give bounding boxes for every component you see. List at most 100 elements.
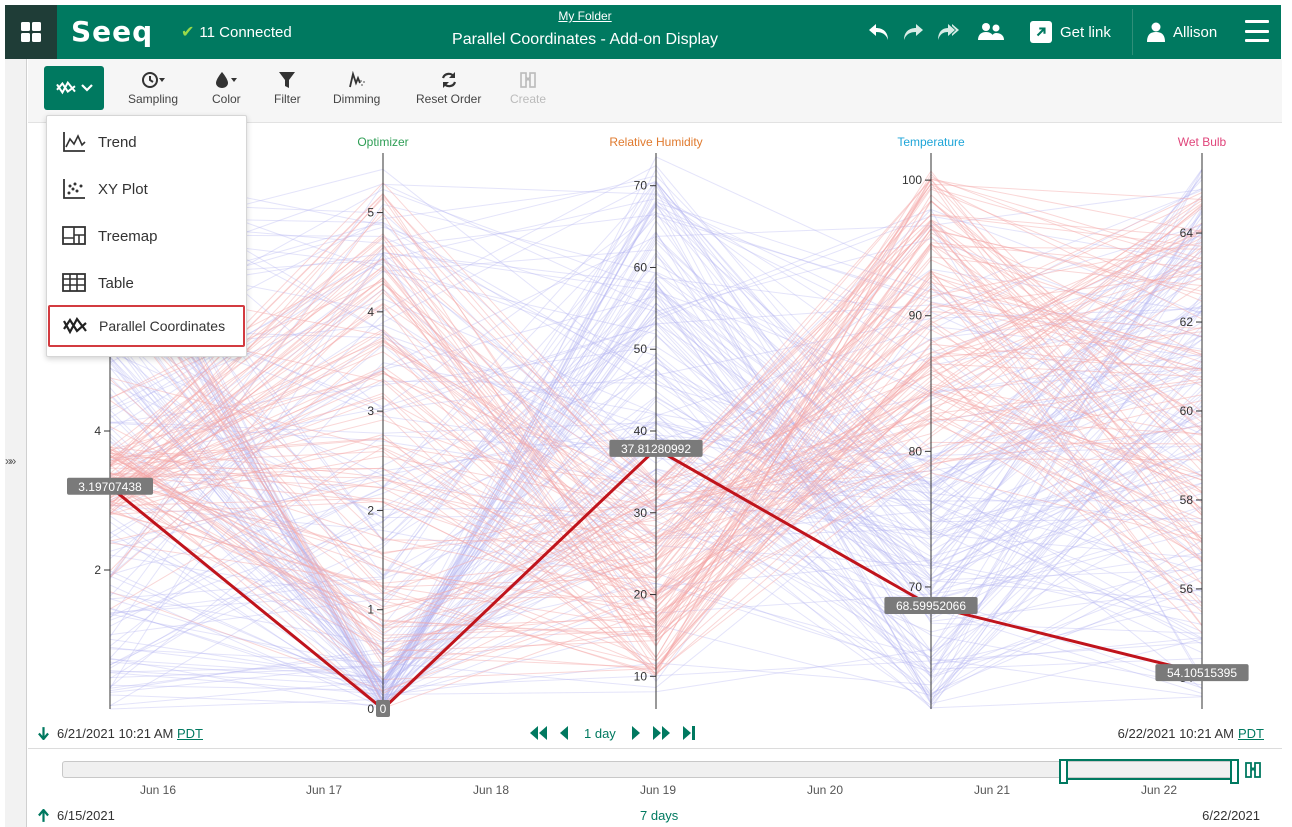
dimming-tool[interactable]: Dimming xyxy=(333,71,380,106)
tick-label: 20 xyxy=(634,588,648,602)
tick-label: 60 xyxy=(634,260,648,274)
app-header: Seeq ✔ 11 Connected My Folder Parallel C… xyxy=(5,5,1281,59)
header-divider xyxy=(1132,9,1133,55)
menu-item-xy-plot[interactable]: XY Plot xyxy=(47,168,246,210)
app-grid-button[interactable] xyxy=(5,5,57,59)
value-tag-label: 3.19707438 xyxy=(78,480,142,494)
menu-item-label: Table xyxy=(98,274,134,292)
parallel-coordinates-icon xyxy=(63,316,87,335)
axis-2: 10 20 30 40 50 60 70 Relative Humidity xyxy=(609,135,703,709)
step-forward-full-icon[interactable] xyxy=(652,724,672,742)
value-tag: 0 xyxy=(376,700,390,717)
step-back-icon[interactable] xyxy=(558,724,570,742)
main-menu-button[interactable] xyxy=(1245,20,1269,42)
overview-tick: Jun 20 xyxy=(806,783,844,797)
tick-label: 30 xyxy=(634,506,648,520)
undo-button[interactable] xyxy=(862,5,896,59)
reset-order-tool[interactable]: Reset Order xyxy=(416,71,481,106)
display-toolbar: Sampling Color Filter Dimming Res xyxy=(28,59,1282,123)
sampling-tool[interactable]: Sampling xyxy=(128,71,178,106)
create-icon xyxy=(520,72,536,88)
dimming-icon xyxy=(348,71,365,88)
overview-duration[interactable]: 7 days xyxy=(640,808,679,823)
tick-label: 40 xyxy=(634,424,648,438)
get-link-button[interactable]: Get link xyxy=(1030,5,1111,59)
overview-end[interactable]: 6/22/2021 xyxy=(1202,808,1260,823)
timezone-link[interactable]: PDT xyxy=(177,726,203,741)
user-name: Allison xyxy=(1173,23,1218,41)
menu-item-treemap[interactable]: Treemap xyxy=(47,215,246,257)
tick-label: 1 xyxy=(367,603,374,617)
share-button[interactable] xyxy=(974,5,1008,59)
trend-icon xyxy=(63,132,86,152)
overview-tick: Jun 22 xyxy=(1140,783,1178,797)
arrow-down-icon xyxy=(38,727,49,740)
arrow-up-icon xyxy=(38,809,49,822)
redo-all-icon xyxy=(938,24,959,40)
axis-title: Wet Bulb xyxy=(1178,135,1227,149)
axis-title: Temperature xyxy=(897,135,965,149)
menu-item-label: Trend xyxy=(98,133,137,151)
value-tag-label: 68.59952066 xyxy=(896,599,966,613)
value-tag-label: 37.81280992 xyxy=(621,442,691,456)
step-forward-icon[interactable] xyxy=(630,724,642,742)
redo-button[interactable] xyxy=(896,5,930,59)
parallel-coordinates-chart[interactable]: 2 4 0 1 2 3 4 5 Optimizer 10 20 30 40 50 60 70 Relative … xyxy=(28,123,1282,721)
funnel-icon xyxy=(279,72,296,88)
header-actions xyxy=(862,5,1008,59)
refresh-icon xyxy=(441,72,456,88)
tick-label: 10 xyxy=(634,669,648,683)
tick-label: 80 xyxy=(909,444,923,458)
range-end-label: 6/22/2021 10:21 AM xyxy=(1117,726,1234,741)
overview-start-label: 6/15/2021 xyxy=(57,808,115,823)
user-menu[interactable]: Allison xyxy=(1147,5,1217,59)
visualization-selector-button[interactable] xyxy=(44,66,104,110)
value-tag: 37.81280992 xyxy=(609,439,703,457)
expand-panel-icon[interactable]: »» xyxy=(5,454,16,468)
tick-label: 3 xyxy=(367,404,374,418)
range-end[interactable]: 6/22/2021 10:21 AM PDT xyxy=(1118,726,1264,741)
timezone-link[interactable]: PDT xyxy=(1238,726,1264,741)
redo-all-button[interactable] xyxy=(930,5,964,59)
tick-label: 70 xyxy=(634,179,648,193)
droplet-icon xyxy=(216,72,238,88)
menu-item-parallel-coordinates[interactable]: Parallel Coordinates xyxy=(48,305,245,347)
grid-icon xyxy=(21,22,41,42)
value-tag-bg xyxy=(609,439,703,457)
menu-item-table[interactable]: Table xyxy=(47,262,246,304)
create-label: Create xyxy=(510,92,547,106)
menu-item-trend[interactable]: Trend xyxy=(47,121,246,163)
chevron-down-icon xyxy=(81,84,93,92)
display-range-window[interactable] xyxy=(1059,759,1239,784)
step-back-full-icon[interactable] xyxy=(528,724,548,742)
folder-breadcrumb[interactable]: My Folder xyxy=(558,9,612,23)
menu-item-label: Treemap xyxy=(98,227,158,245)
connection-status[interactable]: ✔ 11 Connected xyxy=(181,22,292,42)
tick-label: 5 xyxy=(367,206,374,220)
axis-title: Optimizer xyxy=(357,135,408,149)
tick-label: 64 xyxy=(1180,226,1194,240)
user-icon xyxy=(1147,22,1165,42)
reset-order-label: Reset Order xyxy=(416,92,482,106)
color-tool[interactable]: Color xyxy=(212,71,241,106)
filter-tool[interactable]: Filter xyxy=(274,71,301,106)
seeq-logo[interactable]: Seeq xyxy=(71,15,154,48)
duration-label[interactable]: 1 day xyxy=(584,725,616,741)
range-start[interactable]: 6/21/2021 10:21 AM PDT xyxy=(38,726,203,741)
jump-to-now-icon[interactable] xyxy=(682,724,696,742)
value-tag-bg xyxy=(376,700,390,717)
tick-label: 0 xyxy=(367,702,374,716)
display-range-bar: 6/21/2021 10:21 AM PDT 1 day 6/22/2021 1… xyxy=(28,722,1282,748)
overview-start[interactable]: 6/15/2021 xyxy=(38,808,115,823)
value-tag-bg xyxy=(1155,664,1249,682)
parallel-coordinates-svg[interactable]: 24012345Optimizer10203040506070Relative … xyxy=(28,123,1282,721)
overview-tick: Jun 18 xyxy=(472,783,510,797)
tick-label: 58 xyxy=(1180,493,1194,507)
expand-range-icon[interactable] xyxy=(1244,761,1262,779)
overview-tick: Jun 16 xyxy=(139,783,177,797)
undo-icon xyxy=(869,24,888,40)
tick-label: 62 xyxy=(1180,315,1194,329)
axis-3: 70 80 90 100 Temperature xyxy=(897,135,965,709)
create-tool[interactable]: Create xyxy=(510,71,546,106)
